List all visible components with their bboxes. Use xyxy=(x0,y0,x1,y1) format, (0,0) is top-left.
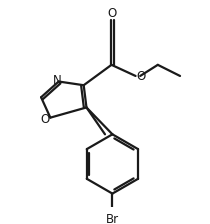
Text: N: N xyxy=(52,74,61,87)
Text: O: O xyxy=(108,7,117,20)
Text: O: O xyxy=(136,70,146,83)
Text: O: O xyxy=(40,113,49,126)
Text: Br: Br xyxy=(106,213,119,224)
